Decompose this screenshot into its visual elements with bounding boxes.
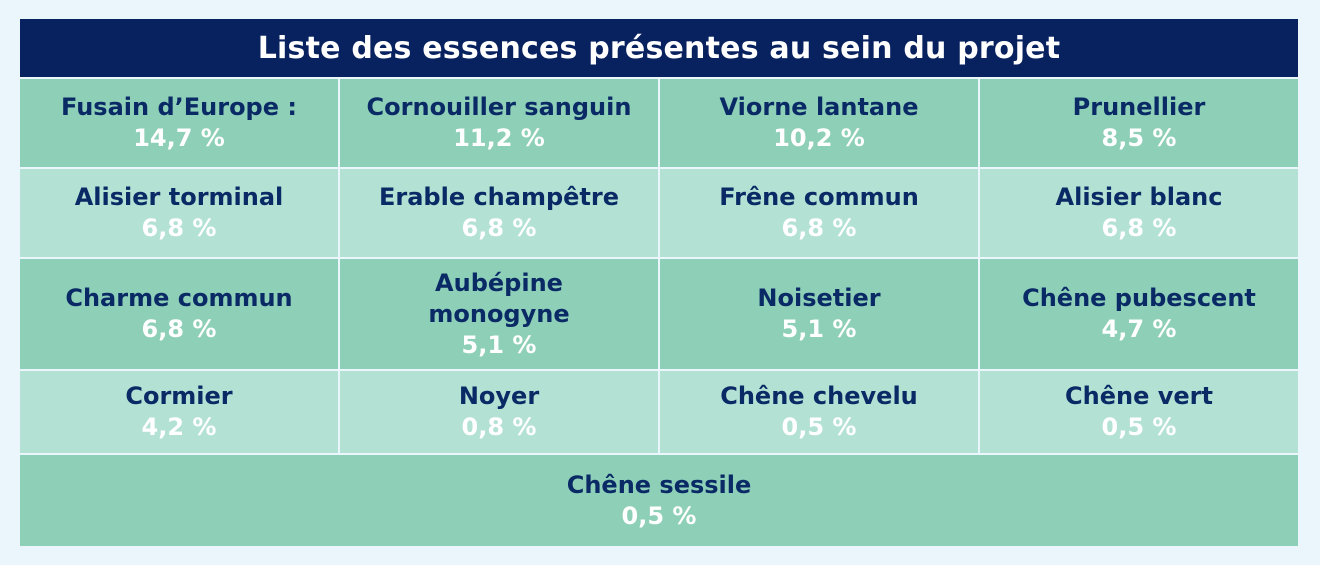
species-percentage: 8,5 % <box>1101 124 1177 152</box>
species-name: Fusain d’Europe : <box>61 93 297 121</box>
species-percentage: 6,8 % <box>1101 214 1177 242</box>
species-percentage: 11,2 % <box>453 124 545 152</box>
species-name: Chêne pubescent <box>1022 284 1256 312</box>
species-percentage: 14,7 % <box>133 124 225 152</box>
species-percentage: 6,8 % <box>141 315 217 343</box>
species-name: Charme commun <box>65 284 293 312</box>
species-cell: Cormier 4,2 % <box>20 371 338 453</box>
species-cell: Alisier blanc 6,8 % <box>980 169 1298 257</box>
species-percentage: 0,5 % <box>1101 413 1177 441</box>
species-percentage: 0,8 % <box>461 413 537 441</box>
species-percentage: 6,8 % <box>461 214 537 242</box>
species-cell: Frêne commun 6,8 % <box>660 169 978 257</box>
species-cell: Noisetier 5,1 % <box>660 259 978 369</box>
species-name: Noyer <box>458 382 540 410</box>
species-percentage: 6,8 % <box>141 214 217 242</box>
species-cell: Noyer 0,8 % <box>340 371 658 453</box>
species-name: Cormier <box>125 382 233 410</box>
species-percentage: 10,2 % <box>773 124 865 152</box>
species-name: Chêne chevelu <box>720 382 918 410</box>
species-cell: Viorne lantane 10,2 % <box>660 79 978 167</box>
species-cell: Cornouiller sanguin 11,2 % <box>340 79 658 167</box>
species-percentage: 0,5 % <box>621 501 697 530</box>
species-name: Alisier blanc <box>1055 183 1223 211</box>
species-percentage: 4,7 % <box>1101 315 1177 343</box>
species-cell: Chêne pubescent 4,7 % <box>980 259 1298 369</box>
species-cell-full-width: Chêne sessile 0,5 % <box>20 455 1298 546</box>
species-name: Cornouiller sanguin <box>366 93 632 121</box>
species-percentage: 6,8 % <box>781 214 857 242</box>
species-cell: Charme commun 6,8 % <box>20 259 338 369</box>
species-name: Erable champêtre <box>378 183 620 211</box>
species-cell: Aubépine monogyne 5,1 % <box>340 259 658 369</box>
species-name: Alisier torminal <box>74 183 284 211</box>
species-name: Viorne lantane <box>719 93 919 121</box>
species-cell: Chêne vert 0,5 % <box>980 371 1298 453</box>
species-cell: Chêne chevelu 0,5 % <box>660 371 978 453</box>
species-name: Chêne sessile <box>566 470 752 499</box>
species-percentage: 0,5 % <box>781 413 857 441</box>
species-name: Aubépine monogyne <box>428 268 570 328</box>
species-name: Frêne commun <box>719 183 919 211</box>
species-cell: Prunellier 8,5 % <box>980 79 1298 167</box>
species-percentage: 4,2 % <box>141 413 217 441</box>
species-cell: Fusain d’Europe : 14,7 % <box>20 79 338 167</box>
species-table: Liste des essences présentes au sein du … <box>20 19 1298 546</box>
species-name: Chêne vert <box>1065 382 1213 410</box>
species-percentage: 5,1 % <box>461 330 537 359</box>
table-title: Liste des essences présentes au sein du … <box>20 19 1298 77</box>
species-cell: Erable champêtre 6,8 % <box>340 169 658 257</box>
species-cell: Alisier torminal 6,8 % <box>20 169 338 257</box>
species-percentage: 5,1 % <box>781 315 857 343</box>
species-name: Prunellier <box>1072 93 1206 121</box>
species-name: Noisetier <box>757 284 881 312</box>
species-grid: Fusain d’Europe : 14,7 % Cornouiller san… <box>20 79 1298 453</box>
